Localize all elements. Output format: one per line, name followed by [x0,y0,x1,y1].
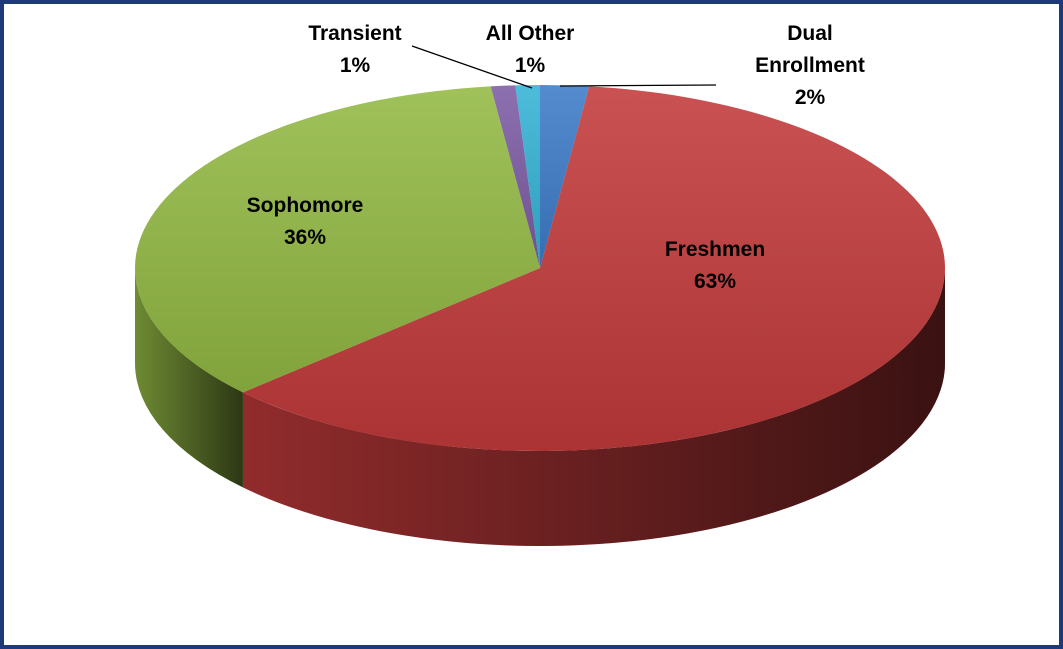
data-label: Sophomore 36% [235,190,375,254]
category-label: Transient [308,22,402,45]
slice-gloss [242,86,946,451]
leader-line [559,84,717,87]
value-label: 36% [283,226,327,249]
value-label: 2% [794,86,826,109]
category-label: Freshmen [664,238,766,261]
category-label: All Other [485,22,575,45]
value-label: 1% [339,54,371,77]
value-label: 63% [693,270,737,293]
slice-side-shade [135,268,243,488]
leader-lines [411,45,717,89]
category-label: Sophomore [246,194,364,217]
data-label: Freshmen 63% [640,234,790,298]
leader-line [411,45,533,89]
slice-side-shade [242,268,946,547]
slice-gloss [135,86,540,393]
slice-gloss [540,85,590,268]
pie-sides [135,268,946,547]
slice-gloss [490,85,540,268]
data-label: Dual Enrollment 2% [745,18,875,114]
data-label: All Other 1% [475,18,585,82]
slice-gloss [515,85,540,268]
category-label: Dual Enrollment [755,22,865,77]
value-label: 1% [514,54,546,77]
data-label: Transient 1% [290,18,420,82]
pie-tops [135,85,946,451]
